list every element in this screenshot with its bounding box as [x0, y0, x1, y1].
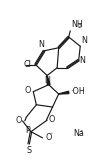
Text: N: N: [79, 56, 85, 65]
Text: P: P: [25, 126, 30, 135]
Text: N: N: [81, 36, 87, 45]
Text: ·OH: ·OH: [70, 87, 85, 96]
Text: O: O: [15, 116, 22, 125]
Text: O: O: [25, 86, 31, 95]
Text: Cl: Cl: [23, 60, 31, 69]
Text: N: N: [44, 76, 50, 85]
Text: S: S: [26, 146, 31, 154]
Text: O: O: [49, 115, 55, 124]
Polygon shape: [59, 91, 69, 94]
Text: Na: Na: [73, 129, 84, 138]
Text: N: N: [38, 40, 44, 49]
Text: ⁺: ⁺: [79, 130, 83, 135]
Polygon shape: [47, 75, 50, 85]
Text: 2: 2: [77, 24, 81, 29]
Text: O: O: [46, 133, 52, 142]
Text: NH: NH: [71, 20, 83, 29]
Text: ⁻: ⁻: [49, 134, 53, 139]
